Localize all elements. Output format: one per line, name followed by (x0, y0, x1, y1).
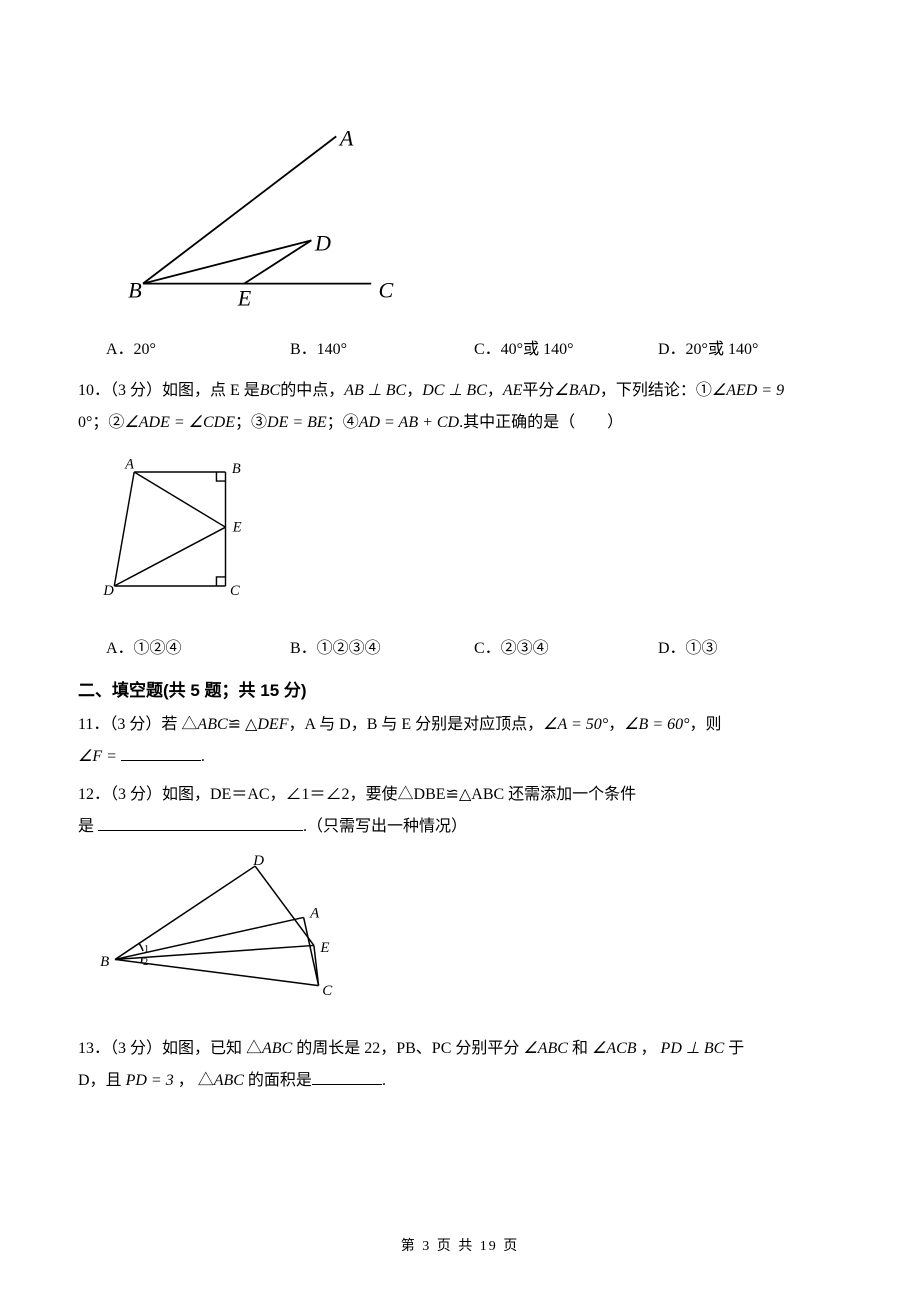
q13-pdv: PD = 3 (126, 1072, 174, 1089)
q13-ang1: ∠ABC (523, 1040, 568, 1057)
q10-option-d[interactable]: D．①③ (658, 634, 842, 658)
q10-conc4: AD = AB + CD (359, 414, 459, 431)
q9-label-B: B (128, 277, 142, 302)
q12-blank[interactable] (98, 814, 303, 831)
q10-pre: 10．（3 分）如图，点 E 是 (78, 382, 260, 399)
q10-label-E: E (232, 520, 242, 536)
q12-label-D: D (252, 853, 264, 869)
q11-c: ， (608, 716, 624, 733)
q12-pre: 12．（3 分）如图，DE＝AC，∠1＝∠2，要使△DBE≌△ABC 还需添加一… (78, 786, 636, 803)
q12-ang1: 1 (144, 944, 149, 955)
q10-label-D: D (102, 583, 114, 599)
q10-ae: AE (503, 382, 523, 399)
q10-perp1: AB ⊥ BC (344, 382, 406, 399)
q11-a2: ∠B = 60° (624, 716, 689, 733)
q12-l2: 是 (78, 818, 94, 835)
q13-blank[interactable] (312, 1068, 382, 1085)
q10-option-b[interactable]: B．①②③④ (290, 634, 474, 658)
q11-blank[interactable] (121, 744, 201, 761)
q13-pre: 13．（3 分）如图，已知 △ (78, 1040, 262, 1057)
q9-svg: A B C D E (108, 110, 408, 310)
q13-m2: 的面积是 (244, 1072, 312, 1089)
q10-bis: 平分 (522, 382, 554, 399)
q13-cc1: ， (637, 1040, 661, 1057)
q12-svg: D A E C B 1 2 (98, 853, 358, 1008)
q10-svg: A B C D E (98, 449, 268, 609)
q9-option-c[interactable]: C．40°或 140° (474, 335, 658, 359)
q10-stem: 10．（3 分）如图，点 E 是BC的中点，AB ⊥ BC，DC ⊥ BC，AE… (78, 375, 842, 439)
q12-label-C: C (322, 983, 333, 999)
q9-label-C: C (379, 277, 394, 302)
section-2-heading: 二、填空题(共 5 题；共 15 分) (78, 676, 842, 701)
q10-l2pre: 0°；② (78, 414, 124, 431)
q13-to: 于 (724, 1040, 744, 1057)
q11-tail: . (201, 748, 205, 765)
q9-figure: A B C D E (108, 110, 842, 310)
q10-options: A．①②④ B．①②③④ C．②③④ D．①③ (78, 634, 842, 658)
q10-bad: ∠BAD (554, 382, 599, 399)
page-footer: 第 3 页 共 19 页 (0, 1235, 920, 1255)
q10-label-B: B (232, 461, 241, 477)
q9-label-E: E (237, 286, 252, 310)
q9-option-b[interactable]: B．140° (290, 335, 474, 359)
q11-abc: ABC (197, 716, 227, 733)
q10-tail: .其中正确的是（ ） (459, 414, 623, 431)
q10-mid1: 的中点， (280, 382, 344, 399)
q10-label-C: C (230, 583, 240, 599)
q13-ang2: ∠ACB (592, 1040, 637, 1057)
q9-options: A．20° B．140° C．40°或 140° D．20°或 140° (78, 335, 842, 359)
q10-s3: ；④ (327, 414, 359, 431)
q13-m1: 的周长是 22，PB、PC 分别平分 (292, 1040, 523, 1057)
q10-figure: A B C D E (98, 449, 842, 609)
q10-conc2: ∠ADE = ∠CDE (124, 414, 235, 431)
q12-figure: D A E C B 1 2 (98, 853, 842, 1008)
q11-l2: ∠F = (78, 748, 117, 765)
q10-s2: ；③ (235, 414, 267, 431)
q11-def: DEF (257, 716, 288, 733)
q10-conc3: DE = BE (267, 414, 327, 431)
q10-c2: ， (487, 382, 503, 399)
q13-abc2: ABC (214, 1072, 244, 1089)
q13-l2: D，且 (78, 1072, 126, 1089)
q10-c1: ， (406, 382, 422, 399)
q9-label-D: D (314, 230, 331, 255)
q12-label-B: B (100, 954, 109, 970)
q13-and: 和 (568, 1040, 592, 1057)
q11-a1: ∠A = 50° (543, 716, 608, 733)
q11-mid2: ，则 (690, 716, 722, 733)
q9-option-a[interactable]: A．20° (106, 335, 290, 359)
q10-conc1: ∠AED = 9 (712, 382, 784, 399)
q12-tail: .（只需写出一种情况） (303, 818, 467, 835)
q9-option-d[interactable]: D．20°或 140° (658, 335, 842, 359)
q13-cc2: ， △ (174, 1072, 214, 1089)
q10-option-a[interactable]: A．①②④ (106, 634, 290, 658)
q12-label-A: A (309, 905, 320, 921)
q9-label-A: A (338, 126, 354, 151)
q11-cong: ≌ △ (228, 716, 258, 733)
q10-perp2: DC ⊥ BC (422, 382, 487, 399)
q11-stem: 11．（3 分）若 △ABC≌ △DEF，A 与 D，B 与 E 分别是对应顶点… (78, 709, 842, 773)
q10-option-c[interactable]: C．②③④ (474, 634, 658, 658)
q11-mid: ，A 与 D，B 与 E 分别是对应顶点， (288, 716, 543, 733)
q10-label-A: A (124, 456, 134, 472)
q12-label-E: E (319, 940, 329, 956)
q10-intro: ，下列结论：① (600, 382, 712, 399)
q13-stem: 13．（3 分）如图，已知 △ABC 的周长是 22，PB、PC 分别平分 ∠A… (78, 1033, 842, 1097)
q13-tail: . (382, 1072, 386, 1089)
q12-stem: 12．（3 分）如图，DE＝AC，∠1＝∠2，要使△DBE≌△ABC 还需添加一… (78, 779, 842, 843)
q13-abc: ABC (262, 1040, 292, 1057)
q12-ang2: 2 (143, 957, 148, 968)
q13-pd: PD ⊥ BC (661, 1040, 725, 1057)
q11-pre: 11．（3 分）若 △ (78, 716, 197, 733)
